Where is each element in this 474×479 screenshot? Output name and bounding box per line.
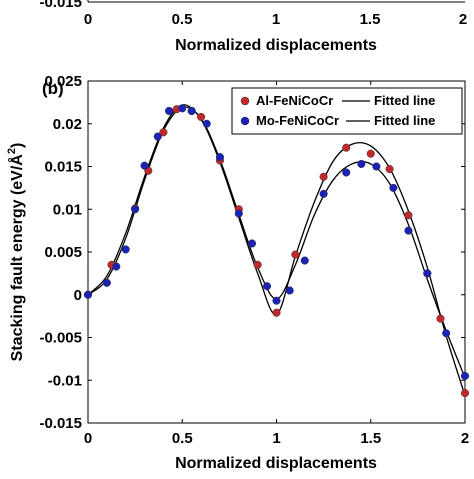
data-point-al-fenicocr (253, 260, 262, 269)
data-markers (83, 104, 470, 398)
data-point-mo-fenicocr (131, 205, 140, 214)
data-point-mo-fenicocr (178, 104, 187, 113)
plot-area: 0 0.5 1 1.5 2 -0.015 -0.01 -0.005 0 0.005 0.01 0.0… (39, 73, 469, 447)
data-point-mo-fenicocr (372, 162, 381, 171)
top-panel-x-axis-title: Normalized displacements (175, 37, 377, 54)
y-tick-label: -0.005 (39, 330, 82, 347)
data-point-mo-fenicocr (215, 153, 224, 162)
y-axis-title-main: Stacking fault energy (eV/Å (7, 154, 26, 362)
data-point-al-fenicocr (385, 165, 394, 174)
x-ticks: 0 0.5 1 1.5 2 (84, 81, 469, 447)
data-point-mo-fenicocr (263, 282, 272, 291)
top-panel-x-tick-label: 1.5 (360, 11, 381, 28)
data-point-mo-fenicocr (300, 256, 309, 265)
data-point-mo-fenicocr (285, 286, 294, 295)
y-tick-label: 0.02 (53, 116, 82, 133)
data-point-al-fenicocr (272, 308, 281, 317)
data-point-mo-fenicocr (202, 119, 211, 128)
top-panel-y-tick-label: -0.015 (39, 0, 82, 11)
data-point-al-fenicocr (436, 314, 445, 323)
top-panel-x-tick-label: 0 (84, 11, 92, 28)
data-point-al-fenicocr (319, 172, 328, 181)
y-axis-title-close: ) (9, 143, 26, 148)
data-point-mo-fenicocr (121, 245, 130, 254)
legend-label-mo: Mo-FeNiCoCr (256, 113, 339, 128)
x-tick-label: 1 (272, 430, 280, 447)
panel-label: (b) (42, 79, 64, 98)
legend-marker-al (240, 96, 250, 106)
data-point-al-fenicocr (342, 143, 351, 152)
fitted-line-mo-fenicocr (87, 106, 466, 378)
data-point-mo-fenicocr (319, 189, 328, 198)
legend-label-al-fit: Fitted line (374, 93, 435, 108)
data-point-al-fenicocr (291, 250, 300, 259)
fitted-line-al-fenicocr (87, 104, 466, 396)
y-tick-label: -0.015 (39, 415, 82, 432)
data-point-al-fenicocr (197, 112, 206, 121)
data-point-mo-fenicocr (165, 106, 174, 115)
legend-box (231, 87, 463, 135)
data-point-al-fenicocr (366, 149, 375, 158)
data-point-mo-fenicocr (153, 132, 162, 141)
y-axis-title-superscript: 2 (6, 148, 18, 154)
data-point-mo-fenicocr (342, 168, 351, 177)
y-tick-label: -0.01 (48, 372, 82, 389)
data-point-mo-fenicocr (423, 269, 432, 278)
legend-label-al: Al-FeNiCoCr (256, 93, 333, 108)
y-ticks: -0.015 -0.01 -0.005 0 0.005 0.01 0.015 0.02 0.02… (39, 73, 465, 432)
x-tick-label: 0.5 (172, 430, 193, 447)
data-point-mo-fenicocr (234, 209, 243, 218)
y-tick-label: 0.015 (44, 159, 82, 176)
data-point-mo-fenicocr (102, 278, 111, 287)
fitted-lines (87, 104, 466, 396)
y-tick-label: 0.01 (53, 201, 82, 218)
legend-label-mo-fit: Fitted line (374, 113, 435, 128)
top-panel-x-tick-label: 1 (272, 11, 280, 28)
x-tick-label: 2 (461, 430, 469, 447)
data-point-mo-fenicocr (247, 239, 257, 248)
legend-marker-mo (240, 116, 250, 126)
data-point-mo-fenicocr (140, 161, 149, 170)
data-point-mo-fenicocr (83, 290, 93, 299)
top-panel-x-tick-label: 0.5 (172, 11, 193, 28)
top-panel: -0.015 0 0.5 1 1.5 2 Normalized displace… (39, 0, 467, 54)
top-panel-x-tick-label: 2 (459, 11, 467, 28)
data-point-mo-fenicocr (357, 159, 366, 168)
y-axis-title: Stacking fault energy (eV/Å2) (6, 143, 26, 362)
data-point-mo-fenicocr (187, 106, 196, 115)
y-tick-label: 0 (74, 287, 82, 304)
data-point-mo-fenicocr (460, 371, 470, 381)
data-point-mo-fenicocr (404, 226, 413, 235)
data-point-al-fenicocr (460, 389, 470, 398)
y-tick-label: 0.025 (44, 73, 82, 90)
data-point-mo-fenicocr (112, 262, 121, 271)
y-tick-label: 0.005 (44, 244, 82, 261)
data-point-mo-fenicocr (272, 296, 281, 305)
x-tick-label: 1.5 (360, 430, 381, 447)
x-tick-label: 0 (84, 430, 92, 447)
data-point-mo-fenicocr (389, 183, 398, 192)
x-axis-title: Normalized displacements (175, 455, 377, 472)
legend: Al-FeNiCoCr Fitted line Mo-FeNiCoCr Fitt… (231, 87, 463, 135)
data-point-al-fenicocr (159, 128, 168, 137)
data-point-al-fenicocr (404, 211, 413, 220)
data-point-mo-fenicocr (442, 329, 451, 338)
